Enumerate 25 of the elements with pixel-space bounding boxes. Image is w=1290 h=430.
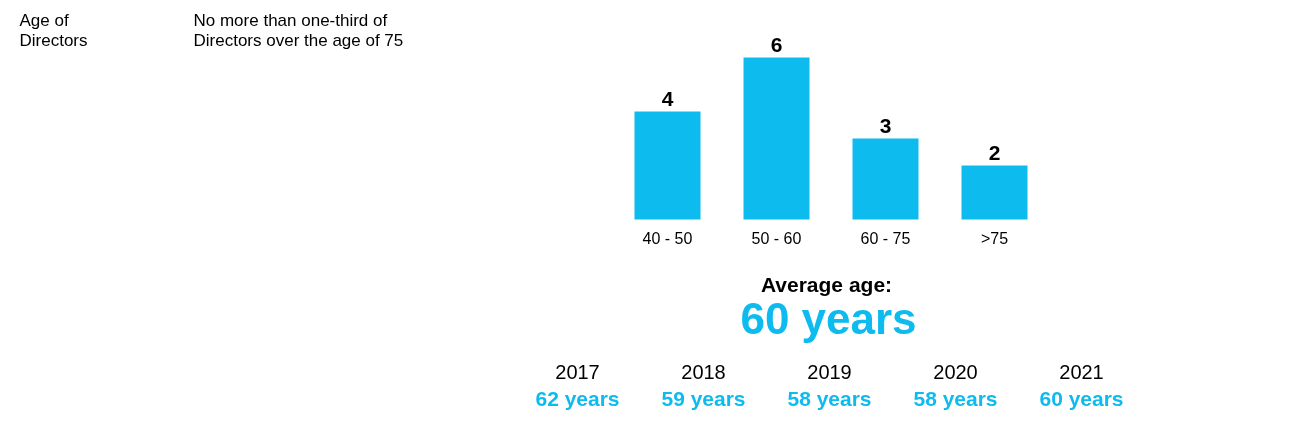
text: 58 years [787, 387, 872, 410]
text: No more than one-third of Directors over the age of 75 [193, 10, 404, 51]
text: 62 years [535, 387, 620, 410]
x-tick-label: 60 - 75 [860, 229, 911, 247]
text: 59 years [661, 387, 746, 410]
text: 2021 [1059, 360, 1104, 383]
bar [743, 57, 810, 220]
text: Average age: [760, 273, 893, 296]
text: 60 years [1039, 387, 1124, 410]
text: 2020 [933, 360, 978, 383]
text: 2018 [681, 360, 726, 383]
text: 2017 [555, 360, 600, 383]
x-tick-label: >75 [980, 229, 1009, 247]
x-tick-label: 40 - 50 [642, 229, 693, 247]
text: 2019 [807, 360, 852, 383]
text: Age of Directors [19, 10, 88, 51]
text: 58 years [913, 387, 998, 410]
bar [634, 111, 701, 220]
data-label: 3 [879, 113, 892, 137]
bar [852, 138, 919, 220]
data-label: 4 [661, 86, 674, 110]
data-label: 6 [770, 32, 783, 56]
x-tick-label: 50 - 60 [751, 229, 802, 247]
bar [961, 165, 1028, 220]
data-label: 2 [988, 140, 1001, 164]
